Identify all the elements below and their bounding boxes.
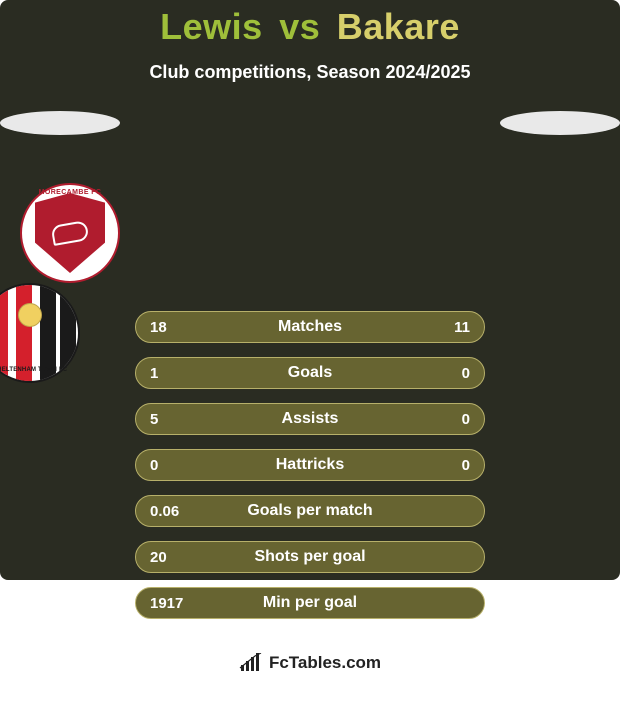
stat-label: Hattricks <box>190 456 430 474</box>
comparison-body: MORECAMBE FC CHELTENHAM TOWN FC 18 Match… <box>0 111 620 619</box>
player2-silhouette <box>500 111 620 135</box>
page-title: Lewis vs Bakare <box>0 0 620 48</box>
club-badge-left: MORECAMBE FC <box>20 183 120 283</box>
stat-row: 20 Shots per goal <box>135 541 485 573</box>
stat-right-value: 0 <box>430 457 470 474</box>
brand-logo: FcTables.com <box>220 641 400 685</box>
stat-label: Assists <box>190 410 430 428</box>
stat-left-value: 5 <box>150 411 190 428</box>
stat-left-value: 0.06 <box>150 503 190 520</box>
stat-label: Shots per goal <box>190 548 430 566</box>
stat-left-value: 0 <box>150 457 190 474</box>
club-badge-right: CHELTENHAM TOWN FC <box>0 283 80 383</box>
stat-row: 5 Assists 0 <box>135 403 485 435</box>
stat-label: Goals <box>190 364 430 382</box>
stat-left-value: 18 <box>150 319 190 336</box>
stats-list: 18 Matches 11 1 Goals 0 5 Assists 0 0 Ha… <box>135 311 485 619</box>
subtitle: Club competitions, Season 2024/2025 <box>0 62 620 83</box>
stat-left-value: 1917 <box>150 595 190 612</box>
stat-row: 1917 Min per goal <box>135 587 485 619</box>
stat-right-value: 0 <box>430 411 470 428</box>
stat-right-value: 11 <box>430 319 470 336</box>
stat-label: Matches <box>190 318 430 336</box>
player2-name: Bakare <box>337 6 460 47</box>
stat-label: Goals per match <box>190 502 430 520</box>
stat-left-value: 1 <box>150 365 190 382</box>
vs-word: vs <box>279 6 320 47</box>
stat-row: 0 Hattricks 0 <box>135 449 485 481</box>
bar-chart-icon <box>239 653 265 673</box>
player1-name: Lewis <box>160 6 263 47</box>
stat-right-value: 0 <box>430 365 470 382</box>
snapshot-date: 11 december 2024 <box>0 701 620 721</box>
comparison-card: Lewis vs Bakare Club competitions, Seaso… <box>0 0 620 580</box>
shrimp-icon <box>51 220 90 246</box>
stat-label: Min per goal <box>190 594 430 612</box>
stat-row: 18 Matches 11 <box>135 311 485 343</box>
stat-left-value: 20 <box>150 549 190 566</box>
player1-silhouette <box>0 111 120 135</box>
brand-name-text: FcTables <box>269 653 341 672</box>
ball-icon <box>18 303 42 327</box>
brand-suffix: .com <box>341 653 381 672</box>
cheltenham-arc-text: CHELTENHAM TOWN FC <box>0 367 78 373</box>
stat-row: 1 Goals 0 <box>135 357 485 389</box>
brand-name: FcTables.com <box>269 653 381 673</box>
stat-row: 0.06 Goals per match <box>135 495 485 527</box>
morecambe-shield-icon <box>35 193 105 273</box>
